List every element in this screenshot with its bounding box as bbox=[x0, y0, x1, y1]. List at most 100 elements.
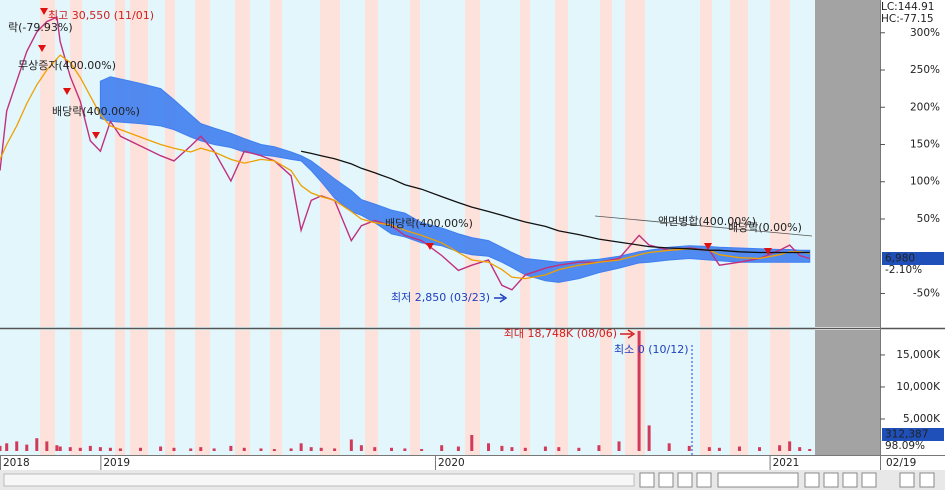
y-tick-label: 150% bbox=[910, 139, 940, 151]
volume-bar bbox=[15, 441, 19, 451]
volume-bar bbox=[88, 445, 92, 451]
button[interactable] bbox=[919, 472, 935, 488]
stripe bbox=[555, 0, 568, 327]
volume-bar bbox=[543, 446, 547, 451]
button[interactable] bbox=[696, 472, 712, 488]
volume-bar bbox=[159, 446, 163, 451]
volume-bar bbox=[0, 445, 2, 451]
volume-bar bbox=[647, 425, 651, 451]
volume-bar bbox=[758, 447, 762, 451]
volume-bar bbox=[389, 447, 393, 451]
stripe bbox=[270, 330, 282, 455]
volume-bar bbox=[617, 441, 621, 451]
volume-bar bbox=[717, 447, 721, 451]
volume-bar bbox=[189, 448, 193, 451]
scroll-track[interactable] bbox=[3, 473, 635, 487]
volume-bar bbox=[510, 447, 514, 451]
price-box bbox=[882, 252, 944, 265]
annotation: 락(-79.93%) bbox=[8, 21, 73, 34]
volume-bar bbox=[778, 445, 782, 451]
x-tick-label: 2021 bbox=[773, 457, 800, 469]
volume-bar bbox=[420, 449, 424, 451]
annotation: 최저 2,850 (03/23) bbox=[391, 291, 490, 304]
annotation: 최고 30,550 (11/01) bbox=[48, 9, 154, 22]
stripe bbox=[730, 330, 748, 455]
scroll-buttons bbox=[639, 472, 935, 488]
volume-bar bbox=[68, 447, 72, 451]
volume-bar bbox=[798, 447, 802, 451]
stripe bbox=[465, 0, 480, 327]
volume-bar bbox=[212, 448, 216, 451]
button[interactable] bbox=[861, 472, 877, 488]
volume-bar bbox=[737, 446, 741, 451]
volume-bar bbox=[788, 441, 792, 451]
volume-bar bbox=[299, 443, 303, 451]
volume-tick-label: 10,000K bbox=[896, 381, 941, 393]
volume-bar bbox=[667, 443, 671, 451]
last-price: 6,980 bbox=[885, 253, 915, 265]
volume-bar bbox=[359, 445, 363, 451]
button[interactable] bbox=[842, 472, 858, 488]
volume-bar bbox=[5, 443, 9, 451]
stripe bbox=[600, 0, 612, 327]
button[interactable] bbox=[639, 472, 655, 488]
volume-bar bbox=[229, 445, 233, 451]
x-tick-label: 2019 bbox=[103, 457, 130, 469]
hc-label: HC:-77.15 bbox=[881, 13, 934, 25]
button[interactable] bbox=[899, 472, 915, 488]
y-tick-label: -50% bbox=[913, 287, 940, 299]
stripe bbox=[270, 0, 282, 327]
stripe bbox=[235, 330, 250, 455]
volume-bar bbox=[172, 447, 176, 451]
volume-bar bbox=[403, 448, 407, 451]
future-area bbox=[815, 0, 880, 327]
price-line bbox=[300, 150, 810, 254]
zoom-slider[interactable] bbox=[717, 472, 799, 488]
button[interactable] bbox=[677, 472, 693, 488]
stripe bbox=[410, 0, 420, 327]
button[interactable] bbox=[804, 472, 820, 488]
annotation: 무상증자(400.00%) bbox=[18, 59, 116, 72]
stripe bbox=[365, 330, 378, 455]
event-arrow bbox=[92, 132, 100, 139]
volume-bar bbox=[707, 447, 711, 451]
volume-bar bbox=[98, 447, 102, 451]
stripe bbox=[40, 0, 55, 327]
volume-ratio: 98.09% bbox=[885, 440, 925, 452]
stripe bbox=[520, 330, 530, 455]
button[interactable] bbox=[823, 472, 839, 488]
volume-bar bbox=[440, 445, 444, 451]
stripe bbox=[40, 330, 55, 455]
y-tick-label: 200% bbox=[910, 101, 940, 113]
volume-bar bbox=[487, 443, 491, 451]
volume-bar bbox=[373, 447, 377, 451]
stripe bbox=[165, 330, 175, 455]
y-tick-label: 100% bbox=[910, 176, 940, 188]
stripe bbox=[410, 330, 420, 455]
event-arrow bbox=[426, 243, 434, 250]
volume-bar bbox=[523, 447, 527, 451]
stripe bbox=[320, 330, 340, 455]
volume-bar bbox=[500, 445, 504, 451]
button[interactable] bbox=[658, 472, 674, 488]
y-tick-label: 300% bbox=[910, 27, 940, 39]
y-tick-label: 250% bbox=[910, 64, 940, 76]
volume-bar bbox=[199, 447, 203, 451]
volume-bar bbox=[637, 330, 641, 451]
volume-bar bbox=[557, 447, 561, 451]
stripe bbox=[70, 0, 82, 327]
stripe bbox=[195, 330, 210, 455]
volume-bar bbox=[577, 447, 581, 451]
event-arrow bbox=[38, 45, 46, 52]
stripe bbox=[770, 330, 790, 455]
stripe bbox=[195, 0, 210, 327]
stripe bbox=[165, 0, 175, 327]
annotation: 배당락(0.00%) bbox=[728, 221, 802, 234]
stripe bbox=[70, 330, 82, 455]
annotation: 배당락(400.00%) bbox=[52, 105, 140, 118]
lc-label: LC:144.91 bbox=[881, 1, 934, 13]
volume-bar bbox=[35, 438, 39, 451]
volume-box bbox=[882, 428, 944, 441]
